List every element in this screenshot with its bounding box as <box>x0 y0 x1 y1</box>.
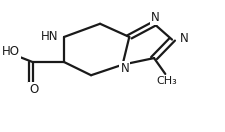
Text: HN: HN <box>41 30 58 43</box>
Text: N: N <box>150 11 159 24</box>
Text: O: O <box>29 83 38 96</box>
Text: N: N <box>120 62 129 75</box>
Text: HO: HO <box>2 45 20 58</box>
Text: CH₃: CH₃ <box>155 76 176 86</box>
Text: N: N <box>179 32 188 45</box>
